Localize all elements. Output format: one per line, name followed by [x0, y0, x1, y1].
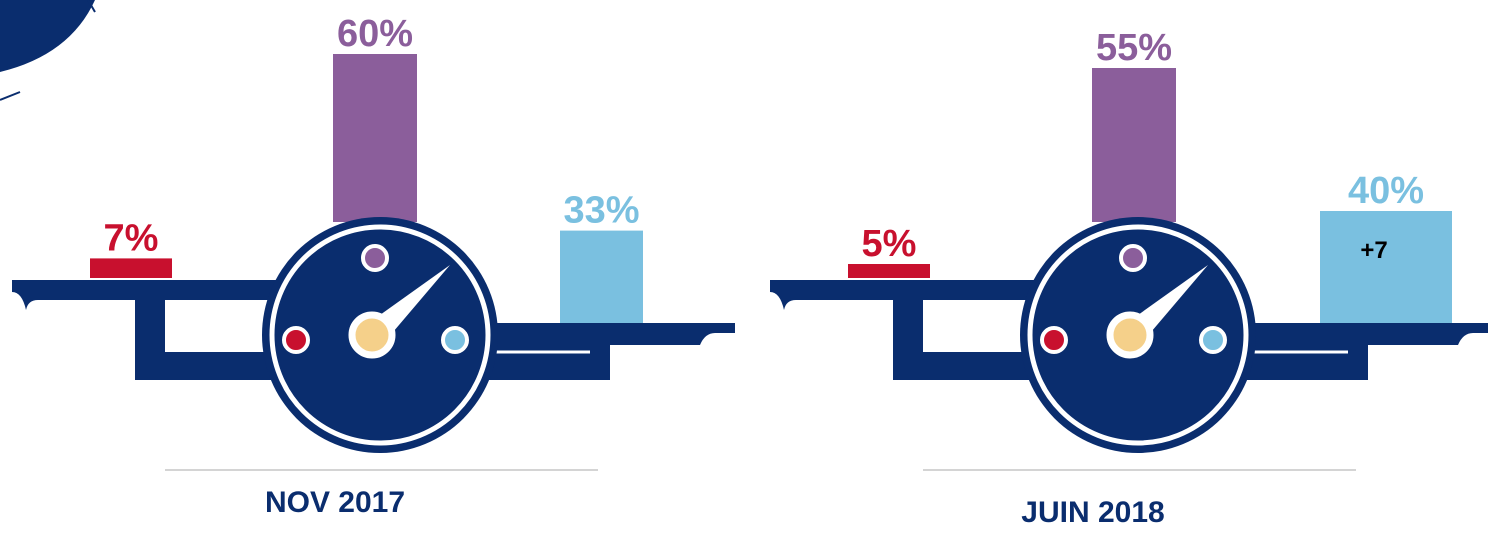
value-label: 40%	[1348, 170, 1424, 212]
scale-right-pan	[1228, 323, 1488, 380]
dot-blue	[1199, 326, 1227, 354]
scale-chart: 5% 55% 40% +7 JUIN 2018	[770, 27, 1488, 529]
bar	[848, 264, 930, 278]
dot-blue	[441, 326, 469, 354]
chart-title: JUIN 2018	[1021, 496, 1164, 529]
value-label: 55%	[1096, 27, 1172, 69]
value-label: 5%	[862, 223, 917, 265]
value-label: 33%	[563, 190, 639, 232]
bar	[560, 230, 643, 323]
bar	[90, 258, 172, 278]
scale-left-pan	[770, 280, 1048, 310]
bar	[1092, 68, 1176, 222]
annotation: +7	[1360, 237, 1387, 264]
value-label: 60%	[337, 13, 413, 55]
dial-center	[1106, 311, 1154, 359]
dial-ring	[1027, 224, 1249, 446]
dial-ring	[269, 224, 491, 446]
bar	[333, 54, 417, 222]
value-label: 7%	[104, 217, 159, 259]
chart-title: NOV 2017	[265, 486, 405, 519]
corner-decoration	[0, 0, 95, 72]
corner-line	[0, 0, 96, 101]
scale-chart: 7% 60% 33% NOV 2017	[12, 13, 735, 519]
scale-right-pan	[470, 323, 735, 380]
dot-red	[1040, 326, 1068, 354]
scale-left-pan	[12, 280, 290, 310]
dial-center	[348, 311, 396, 359]
dot-purple	[361, 244, 389, 272]
bar	[1320, 211, 1452, 323]
dot-purple	[1119, 244, 1147, 272]
scale-stand	[893, 300, 1058, 380]
dot-red	[282, 326, 310, 354]
scale-stand	[135, 300, 300, 380]
